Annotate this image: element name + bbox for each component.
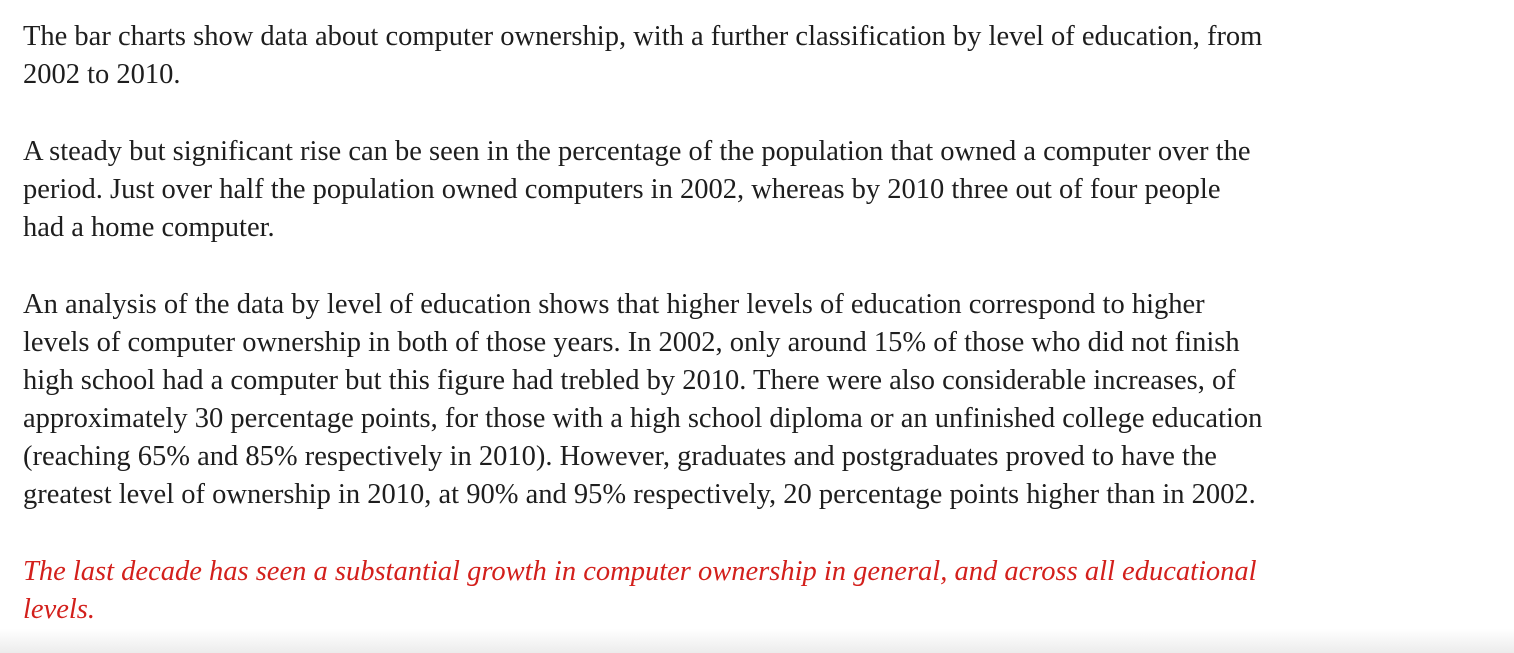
paragraph-conclusion: The last decade has seen a substantial g…: [23, 556, 1257, 625]
essay-body: The bar charts show data about computer …: [23, 18, 1498, 629]
paragraph-details: An analysis of the data by level of educ…: [23, 289, 1263, 510]
bottom-shadow: [0, 629, 1514, 653]
paragraph-introduction: The bar charts show data about computer …: [23, 21, 1263, 90]
paragraph-overview: A steady but significant rise can be see…: [23, 136, 1251, 243]
